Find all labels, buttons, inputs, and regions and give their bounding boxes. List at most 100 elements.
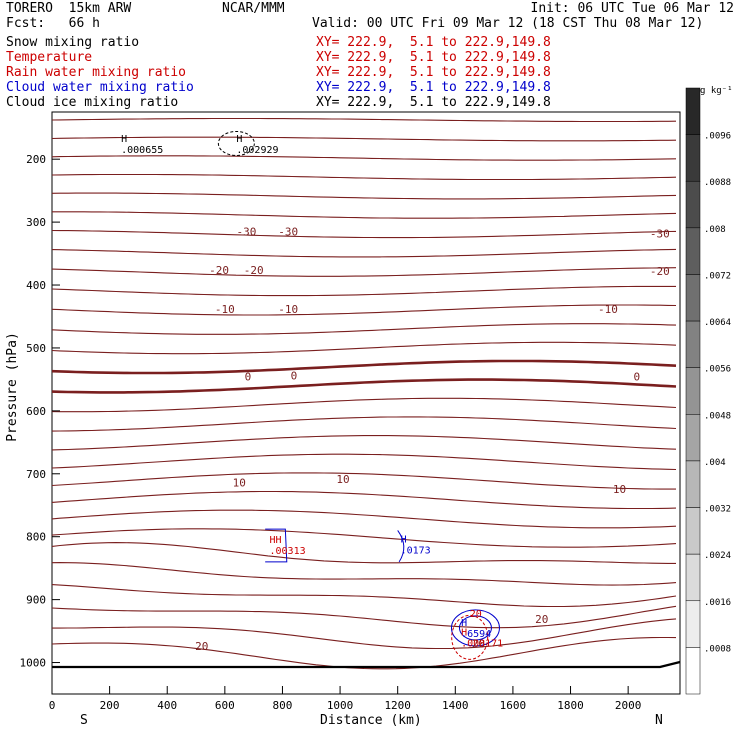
x-tick-label: 1000 (327, 699, 354, 712)
forecast-hour: Fcst: 66 h (6, 16, 100, 31)
x-tick-label: 1400 (442, 699, 469, 712)
isotherm-line (51, 359, 677, 375)
isotherm-label: -30 (278, 226, 298, 239)
colorbar-swatch (685, 414, 701, 462)
colorbar-swatch (685, 320, 701, 368)
legend-cloud-ice: Cloud ice mixing ratio (6, 95, 179, 110)
hydrometeor-contours (217, 130, 500, 660)
legend-temperature: Temperature (6, 50, 93, 65)
model-title: TORERO 15km ARW (6, 1, 132, 16)
colorbar-label: .0096 (704, 132, 731, 142)
extremum-mark: H (461, 618, 467, 629)
isotherm-label: -20 (209, 264, 229, 277)
colorbar-label: .0024 (704, 551, 731, 561)
legend-cloud-water: Cloud water mixing ratio (6, 80, 194, 95)
isotherm-line (51, 605, 677, 629)
isotherm-line (51, 136, 677, 142)
colorbar-label: .008 (704, 225, 726, 235)
isotherm-line (51, 584, 677, 608)
isotherm-line (51, 435, 677, 451)
plot-border (51, 111, 681, 695)
extremum-mark: H (236, 134, 242, 145)
isotherm-line (51, 248, 677, 258)
isotherm-label: 10 (613, 483, 626, 496)
cloud-water-contour (397, 530, 405, 563)
isotherm-line (51, 173, 677, 181)
extremum-value: .00313 (269, 546, 305, 557)
colorbar-label: .0016 (704, 598, 731, 608)
valid-time: Valid: 00 UTC Fri 09 Mar 12 (18 CST Thu … (312, 16, 704, 31)
colorbar-swatch (685, 274, 701, 322)
isotherm-line (51, 378, 677, 394)
isotherm-line (51, 562, 677, 586)
colorbar-swatch (685, 134, 701, 182)
x-tick-label: 800 (273, 699, 293, 712)
isotherm-label: -30 (237, 226, 257, 239)
x-tick-label: 2000 (615, 699, 642, 712)
extremum-value: .0173 (401, 546, 431, 557)
x-tick-label: 600 (215, 699, 235, 712)
isotherm-line (51, 155, 677, 161)
colorbar-label: .0056 (704, 365, 731, 375)
colorbar-swatch (685, 553, 701, 602)
colorbar: .0096 .0088 .008 .0072 .0064 .0056 .0048 .004 .0… (685, 87, 731, 695)
x-tick-label: 1800 (557, 699, 584, 712)
cloud-water-contour (458, 615, 492, 641)
colorbar-swatch (685, 87, 701, 135)
x-axis-title: Distance (km) (320, 713, 422, 728)
legend-rain-xsec: XY= 222.9, 5.1 to 222.9,149.8 (316, 65, 551, 80)
y-tick-label: 200 (26, 153, 46, 166)
colorbar-label: .0088 (704, 178, 731, 188)
isotherm-label: -20 (244, 264, 264, 277)
init-time: Init: 06 UTC Tue 06 Mar 12 (530, 1, 735, 16)
plot-frame (51, 111, 681, 695)
axis-ticks: 0 200 400 600 800 1000 1200 1400 1600 1800 2000200… (20, 153, 642, 712)
isotherm-line (51, 192, 677, 200)
legend-temperature-xsec: XY= 222.9, 5.1 to 222.9,149.8 (316, 50, 551, 65)
y-tick-label: 500 (26, 342, 46, 355)
isotherm-label: 20 (535, 613, 548, 626)
extremum-value: .6594 (461, 629, 491, 640)
isotherm-label: 10 (336, 473, 349, 486)
isotherm-line (51, 267, 677, 277)
isotherm-label: 20 (472, 638, 485, 651)
isotherm-label: -30 (650, 227, 670, 240)
isotherm-line (52, 618, 677, 650)
y-tick-label: 400 (26, 279, 46, 292)
extremum-value: .000655 (121, 145, 163, 156)
colorbar-swatch (685, 367, 701, 415)
y-tick-label: 900 (26, 594, 46, 607)
extremum-value: .002929 (236, 145, 278, 156)
isotherm-label: 0 (633, 370, 640, 383)
colorbar-label: .0048 (704, 411, 731, 421)
terrain-line (52, 660, 681, 669)
isotherm-line (51, 472, 676, 490)
extremum-mark: 20 (470, 609, 482, 620)
colorbar-swatch (685, 460, 701, 508)
extremum-mark: H (121, 134, 127, 145)
isotherm-label: 0 (245, 370, 252, 383)
x-tick-label: 400 (157, 699, 177, 712)
cloud-water-contour (265, 528, 288, 563)
y-tick-label: 700 (26, 468, 46, 481)
y-tick-label: 800 (26, 531, 46, 544)
isotherm-line (51, 117, 677, 123)
y-tick-label: 600 (26, 405, 46, 418)
legend-snow-xsec: XY= 222.9, 5.1 to 222.9,149.8 (316, 35, 551, 50)
organization: NCAR/MMM (222, 1, 285, 16)
temperature-contours (51, 117, 681, 670)
isotherm-line (51, 528, 677, 548)
contour-labels: -30 -30 -30 -20 -20 -20 -10 -10 -10 0 0 0 10 10 10 20 20… (121, 134, 670, 653)
isotherm-line (51, 341, 677, 355)
isotherm-line (51, 453, 677, 471)
rain-contour (451, 614, 489, 660)
colorbar-swatch (685, 507, 701, 555)
colorbar-swatch (685, 227, 701, 275)
colorbar-units: g kg⁻¹ (700, 86, 733, 96)
isotherm-label: 20 (195, 640, 208, 653)
isotherm-line (51, 490, 677, 510)
isotherm-line (51, 636, 677, 670)
x-tick-label: 1200 (384, 699, 411, 712)
south-label: S (80, 713, 88, 728)
